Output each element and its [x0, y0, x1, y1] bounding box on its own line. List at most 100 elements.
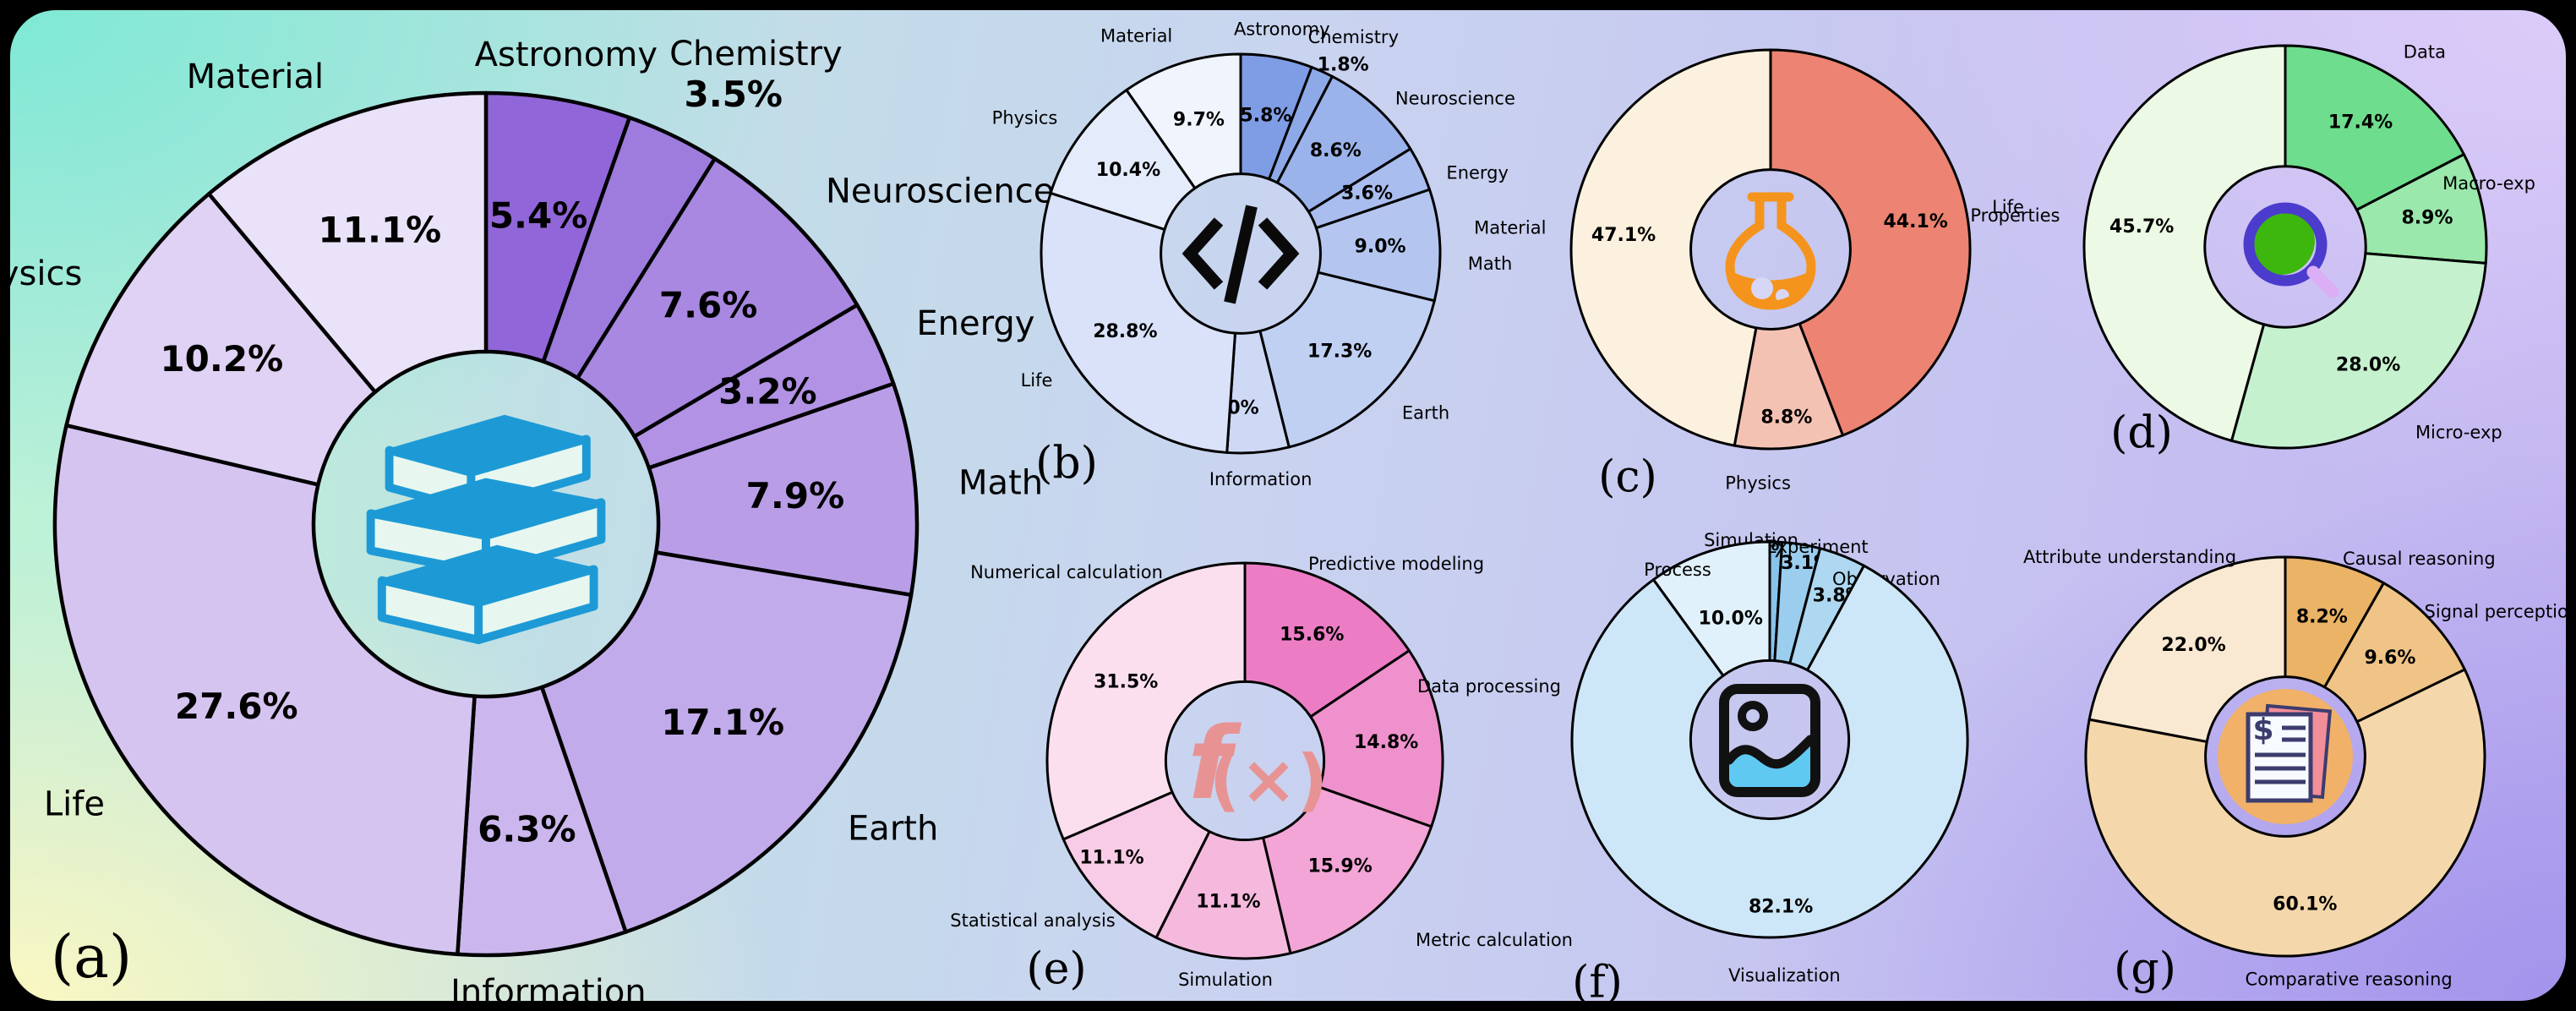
- category-label-energy: Energy: [916, 304, 1034, 343]
- slice-visualization: [1570, 564, 1969, 939]
- category-label-life: Life: [44, 785, 105, 824]
- pct-label-energy: 3.6%: [1341, 183, 1393, 205]
- chart-letter-a: (a): [51, 922, 132, 992]
- pct-label-energy: 3.2%: [718, 371, 816, 413]
- pct-label-physics: 8.8%: [1760, 407, 1812, 429]
- slice-attribute-understanding: [2088, 555, 2287, 743]
- donut-chart-g: 8.2% Causal reasoning 9.6% Signal perceptio…: [2023, 547, 2576, 995]
- category-label-information: Information: [1209, 469, 1313, 489]
- pct-label-chemistry: 1.8%: [1318, 55, 1369, 76]
- slice-life: [1040, 191, 1236, 454]
- pct-label-math: 9.0%: [1355, 237, 1406, 258]
- fx-icon: f(×): [1187, 705, 1328, 822]
- donut-chart-b: 5.8% Astronomy 1.8% Chemistry 8.6% Neuroscien…: [992, 19, 1515, 489]
- slice-material: [1125, 52, 1242, 190]
- pct-label-statistical-analysis: 11.1%: [1079, 848, 1143, 869]
- chart-letter-d: (d): [2110, 408, 2173, 459]
- category-label-data-processing: Data processing: [1417, 676, 1561, 697]
- category-label-physics: Physics: [1725, 473, 1791, 493]
- slice-physics: [1049, 88, 1197, 231]
- pct-label-earth: 17.1%: [661, 702, 784, 743]
- slice-predictive-modeling: [1243, 561, 1411, 719]
- pct-label-neuroscience: 8.6%: [1310, 140, 1362, 161]
- category-label-neuroscience: Neuroscience: [826, 172, 1054, 211]
- category-label-astronomy: Astronomy: [1234, 19, 1330, 39]
- pct-label-neuroscience: 7.6%: [659, 284, 757, 325]
- donut-chart-d: 17.4% Data 8.9% Macro-exp 28.0% Micro-exp 45.7…: [1970, 41, 2535, 458]
- pct-label-visualization: 82.1%: [1749, 896, 1813, 917]
- pct-label-life: 27.6%: [175, 686, 298, 727]
- pct-label-physics: 10.4%: [1096, 160, 1160, 181]
- pct-label-predictive-modeling: 15.6%: [1280, 624, 1344, 645]
- pct-label-material: 47.1%: [1591, 225, 1656, 246]
- pct-label-numerical-calculation: 31.5%: [1094, 672, 1158, 693]
- slice-properties: [2082, 44, 2287, 442]
- category-label-experiment: Experiment: [1766, 537, 1868, 557]
- slice-earth: [1258, 271, 1436, 449]
- flask-icon: [1725, 192, 1816, 310]
- pct-label-earth: 17.3%: [1307, 341, 1372, 362]
- category-label-comparative-reasoning: Comparative reasoning: [2245, 969, 2452, 989]
- slice-numerical-calculation: [1045, 561, 1247, 841]
- slice-life: [1769, 48, 1972, 437]
- category-label-signal-perception: Signal perception: [2425, 602, 2576, 622]
- pct-label-process: 10.0%: [1699, 609, 1763, 630]
- category-label-attribute-understanding: Attribute understanding: [2023, 547, 2236, 567]
- pct-label-information: 6.3%: [478, 809, 576, 850]
- slice-material: [206, 90, 488, 394]
- category-label-physics: Physics: [992, 107, 1058, 128]
- pct-label-macro-exp: 8.9%: [2402, 207, 2453, 228]
- chart-letter-c: (c): [1598, 452, 1657, 503]
- category-label-neuroscience: Neuroscience: [1395, 89, 1515, 109]
- category-label-life: Life: [1992, 197, 2024, 217]
- category-label-simulation: Simulation: [1178, 970, 1273, 990]
- code-icon: [1182, 205, 1300, 304]
- donut-chart-a: 5.4% Astronomy 3.5%Chemistry 7.6% Neuroscien…: [0, 35, 1054, 1011]
- slice-comparative-reasoning: [2084, 668, 2486, 958]
- category-label-visualization: Visualization: [1728, 965, 1841, 986]
- slice-data-processing: [1309, 649, 1444, 828]
- pct-label-chemistry: 3.5%: [684, 74, 782, 115]
- pct-label-attribute-understanding: 22.0%: [2161, 635, 2225, 656]
- category-label-process: Process: [1644, 560, 1711, 580]
- fx-glyph-x: (×): [1209, 740, 1328, 819]
- category-label-properties: Properties: [1970, 205, 2060, 226]
- slice-life: [52, 423, 477, 957]
- category-label-life: Life: [1021, 370, 1053, 391]
- slice-data: [2284, 44, 2465, 211]
- invoice-icon: $: [2218, 689, 2353, 824]
- category-label-chemistry: Chemistry: [1308, 27, 1399, 47]
- pct-label-math: 7.9%: [746, 475, 844, 516]
- image-icon: [1719, 684, 1820, 797]
- pct-label-micro-exp: 28.0%: [2336, 355, 2400, 376]
- pct-label-material: 9.7%: [1173, 109, 1225, 130]
- category-label-material: Material: [187, 57, 325, 96]
- pct-label-causal-reasoning: 8.2%: [2296, 607, 2348, 628]
- slice-math: [647, 381, 920, 598]
- category-label-chemistry: Chemistry: [669, 35, 843, 74]
- pct-label-astronomy: 5.8%: [1240, 106, 1291, 127]
- category-label-physics: Physics: [0, 254, 82, 293]
- pct-label-life: 28.8%: [1093, 321, 1157, 342]
- donut-chart-e: 15.6% Predictive modeling 14.8% Data proces…: [950, 554, 1573, 995]
- donut-chart-c: 44.1% Life 8.8% Physics 47.1% Material (c): [1474, 48, 2024, 503]
- magnifier-icon: [2243, 202, 2339, 298]
- dollar-glyph: $: [2252, 713, 2273, 747]
- category-label-metric-calculation: Metric calculation: [1416, 930, 1573, 950]
- category-label-statistical-analysis: Statistical analysis: [950, 910, 1115, 931]
- pct-label-life: 44.1%: [1883, 211, 1947, 232]
- pct-label-data-processing: 14.8%: [1354, 732, 1418, 753]
- pct-label-astronomy: 5.4%: [489, 195, 587, 237]
- pct-label-comparative-reasoning: 60.1%: [2273, 894, 2337, 915]
- category-label-macro-exp: Macro-exp: [2442, 173, 2535, 194]
- category-label-math: Math: [958, 463, 1043, 502]
- category-label-math: Math: [1468, 254, 1513, 274]
- category-label-micro-exp: Micro-exp: [2415, 423, 2502, 443]
- slice-metric-calculation: [1262, 785, 1433, 955]
- chart-letter-f: (f): [1572, 958, 1623, 1008]
- category-label-energy: Energy: [1446, 162, 1509, 183]
- category-label-causal-reasoning: Causal reasoning: [2343, 549, 2496, 569]
- slice-earth: [539, 550, 914, 934]
- pct-label-metric-calculation: 15.9%: [1307, 855, 1372, 877]
